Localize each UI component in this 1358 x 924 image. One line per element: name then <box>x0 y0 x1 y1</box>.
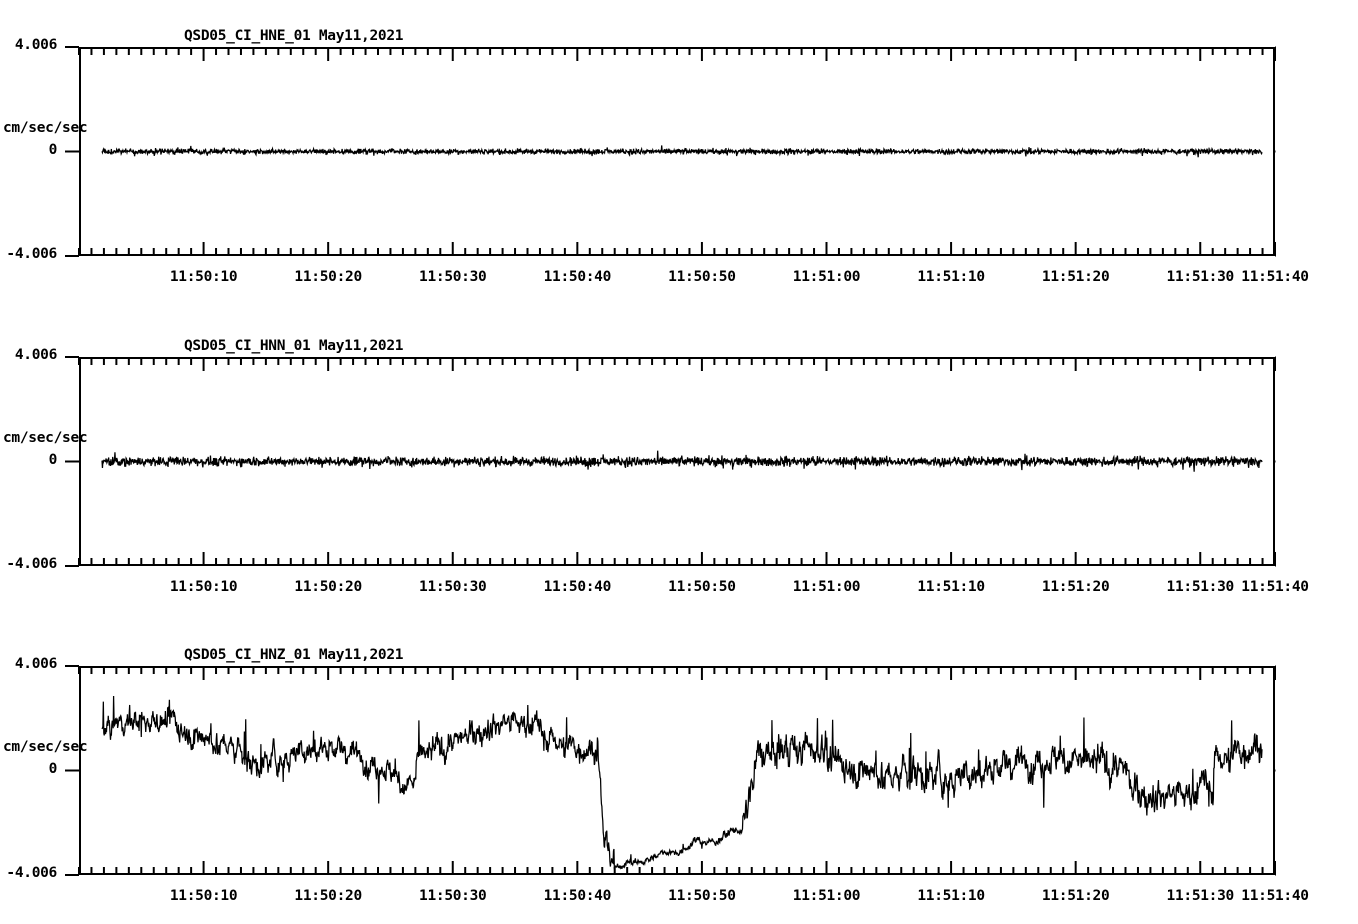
panel-title: QSD05_CI_HNZ_01 May11,2021 <box>184 647 404 663</box>
plot-frame <box>79 47 1275 256</box>
y-axis-unit-label: cm/sec/sec <box>3 738 88 755</box>
x-tick-label: 11:50:40 <box>543 579 612 595</box>
y-tick-label: 0 <box>48 760 58 777</box>
x-tick-label: 11:51:20 <box>1041 888 1110 904</box>
x-tick-label: 11:50:30 <box>419 888 487 904</box>
y-tick-label: 4.006 <box>14 37 57 53</box>
x-tick-label: 11:50:20 <box>294 269 362 285</box>
x-tick-label: 11:50:40 <box>543 888 612 904</box>
y-tick-label: -4.006 <box>6 556 57 572</box>
plot-frame <box>79 666 1275 875</box>
plot-frame <box>79 357 1275 566</box>
x-tick-label: 11:51:40 <box>1241 269 1309 285</box>
x-tick-label: 11:51:00 <box>792 579 861 595</box>
x-tick-label: 11:50:10 <box>169 888 238 904</box>
x-tick-label: 11:51:30 <box>1166 579 1235 595</box>
x-tick-label: 11:51:00 <box>792 888 861 904</box>
x-tick-label: 11:50:20 <box>294 579 362 595</box>
y-tick-label: -4.006 <box>6 246 57 262</box>
y-tick-label: -4.006 <box>6 865 57 881</box>
panel-title: QSD05_CI_HNN_01 May11,2021 <box>184 338 404 354</box>
y-tick-label: 0 <box>48 451 58 468</box>
y-tick-label: 0 <box>48 141 58 158</box>
panel-title: QSD05_CI_HNE_01 May11,2021 <box>184 28 404 44</box>
x-tick-label: 11:50:10 <box>169 579 238 595</box>
y-axis-unit-label: cm/sec/sec <box>3 429 88 446</box>
x-tick-label: 11:50:10 <box>169 269 238 285</box>
x-tick-label: 11:51:20 <box>1041 579 1110 595</box>
x-tick-label: 11:51:10 <box>917 888 985 904</box>
x-tick-label: 11:51:30 <box>1166 888 1235 904</box>
x-tick-label: 11:51:10 <box>917 269 985 285</box>
x-tick-label: 11:50:30 <box>419 269 487 285</box>
x-tick-label: 11:50:50 <box>668 888 736 904</box>
y-tick-label: 4.006 <box>14 656 57 672</box>
x-tick-label: 11:50:50 <box>668 269 736 285</box>
x-tick-label: 11:51:00 <box>792 269 861 285</box>
x-tick-label: 11:51:40 <box>1241 579 1309 595</box>
x-tick-label: 11:50:20 <box>294 888 362 904</box>
x-tick-label: 11:51:20 <box>1041 269 1110 285</box>
y-axis-unit-label: cm/sec/sec <box>3 119 88 136</box>
x-tick-label: 11:50:30 <box>419 579 487 595</box>
x-tick-label: 11:51:30 <box>1166 269 1235 285</box>
y-tick-label: 4.006 <box>14 347 57 363</box>
x-tick-label: 11:51:40 <box>1241 888 1309 904</box>
x-tick-label: 11:50:50 <box>668 579 736 595</box>
x-tick-label: 11:50:40 <box>543 269 612 285</box>
x-tick-label: 11:51:10 <box>917 579 985 595</box>
